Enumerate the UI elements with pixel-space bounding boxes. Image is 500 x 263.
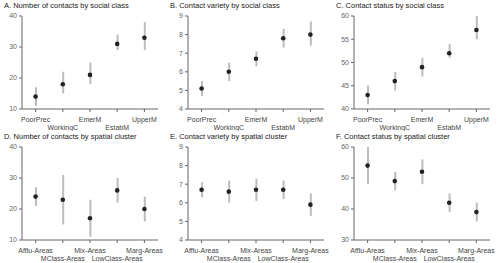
svg-text:50: 50	[341, 59, 349, 66]
svg-text:8: 8	[179, 162, 183, 169]
svg-text:EstabM: EstabM	[105, 124, 129, 131]
svg-text:Marg-Areas: Marg-Areas	[292, 247, 329, 255]
svg-text:EmerM: EmerM	[245, 116, 268, 123]
svg-text:50: 50	[341, 174, 349, 181]
svg-text:6: 6	[179, 199, 183, 206]
svg-text:EstabM: EstabM	[271, 124, 295, 131]
svg-text:40: 40	[341, 105, 349, 112]
html-text:C. Contact status by social cl: C. Contact status by social class	[336, 1, 444, 10]
svg-text:Mix-Areas: Mix-Areas	[240, 247, 272, 254]
svg-text:Afflu-Areas: Afflu-Areas	[18, 247, 53, 254]
svg-text:9: 9	[179, 143, 183, 150]
svg-text:LowClass-Areas: LowClass-Areas	[92, 255, 143, 262]
svg-text:8: 8	[179, 31, 183, 38]
svg-text:EmerM: EmerM	[411, 116, 434, 123]
html-text:B. Contact variety by social c: B. Contact variety by social class	[170, 1, 280, 10]
svg-text:7: 7	[179, 50, 183, 57]
svg-text:PoorPrec: PoorPrec	[187, 116, 217, 123]
svg-text:Marg-Areas: Marg-Areas	[458, 247, 492, 255]
html-text:A. Number of contacts by socia: A. Number of contacts by social class	[4, 1, 129, 10]
svg-text:EmerM: EmerM	[79, 116, 102, 123]
svg-text:40: 40	[341, 205, 349, 212]
svg-text:5: 5	[179, 218, 183, 225]
svg-text:WorkingC: WorkingC	[213, 124, 244, 131]
svg-text:30: 30	[9, 43, 17, 50]
svg-text:20: 20	[9, 74, 17, 81]
svg-text:Afflu-Areas: Afflu-Areas	[350, 247, 385, 254]
svg-text:WorkingC: WorkingC	[379, 124, 410, 131]
svg-text:40: 40	[9, 12, 17, 19]
svg-text:5: 5	[179, 87, 183, 94]
svg-text:UpperM: UpperM	[298, 116, 323, 124]
svg-text:LowClass-Areas: LowClass-Areas	[258, 255, 309, 262]
svg-text:Marg-Areas: Marg-Areas	[126, 247, 163, 255]
svg-text:40: 40	[9, 143, 17, 150]
svg-text:Mix-Areas: Mix-Areas	[406, 247, 438, 254]
svg-text:Afflu-Areas: Afflu-Areas	[184, 247, 219, 254]
html-text:F. Contact status by spatial c: F. Contact status by spatial cluster	[336, 132, 450, 141]
svg-text:60: 60	[341, 143, 349, 150]
svg-text:30: 30	[9, 174, 17, 181]
svg-text:4: 4	[179, 236, 183, 243]
svg-text:MClass-Areas: MClass-Areas	[207, 255, 251, 262]
svg-text:PoorPrec: PoorPrec	[353, 116, 383, 123]
svg-text:30: 30	[341, 236, 349, 243]
svg-text:4: 4	[179, 105, 183, 112]
svg-text:PoorPrec: PoorPrec	[21, 116, 51, 123]
svg-text:LowClass-Areas: LowClass-Areas	[424, 255, 475, 262]
svg-text:MClass-Areas: MClass-Areas	[41, 255, 85, 262]
svg-text:MClass-Areas: MClass-Areas	[373, 255, 417, 262]
svg-text:7: 7	[179, 181, 183, 188]
svg-text:55: 55	[341, 36, 349, 43]
svg-text:6: 6	[179, 68, 183, 75]
html-text:E. Contact variety by spatial: E. Contact variety by spatial cluster	[170, 132, 288, 141]
svg-text:9: 9	[179, 12, 183, 19]
svg-text:UpperM: UpperM	[132, 116, 157, 124]
svg-text:EstabM: EstabM	[437, 124, 461, 131]
svg-text:Mix-Areas: Mix-Areas	[74, 247, 106, 254]
svg-text:45: 45	[341, 82, 349, 89]
html-text:D. Number of contacts by spati: D. Number of contacts by spatial cluster	[4, 132, 137, 141]
svg-text:10: 10	[9, 105, 17, 112]
svg-text:10: 10	[9, 236, 17, 243]
svg-text:60: 60	[341, 12, 349, 19]
svg-text:WorkingC: WorkingC	[47, 124, 78, 131]
svg-text:20: 20	[9, 205, 17, 212]
svg-text:UpperM: UpperM	[464, 116, 489, 124]
